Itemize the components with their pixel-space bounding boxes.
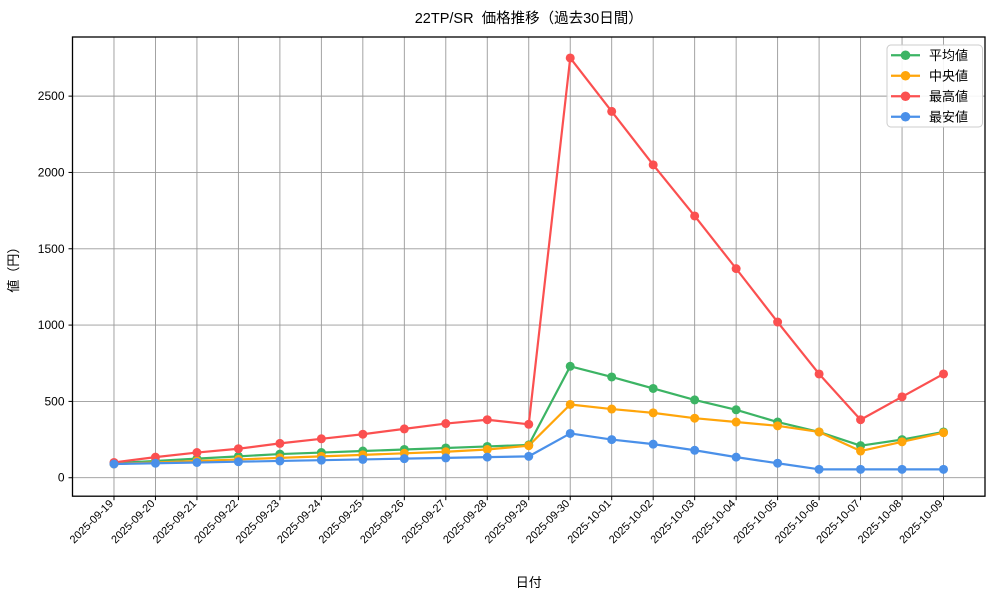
svg-text:0: 0: [58, 471, 65, 485]
svg-text:中央値: 中央値: [929, 68, 968, 83]
svg-text:値（円）: 値（円）: [6, 241, 21, 293]
svg-text:2500: 2500: [38, 89, 65, 103]
svg-text:1000: 1000: [38, 318, 65, 332]
svg-text:最安値: 最安値: [929, 109, 968, 124]
svg-text:平均値: 平均値: [929, 48, 968, 63]
svg-text:1500: 1500: [38, 242, 65, 256]
svg-text:22TP/SR 価格推移（過去30日間）: 22TP/SR 価格推移（過去30日間）: [415, 10, 643, 27]
svg-text:最高値: 最高値: [929, 89, 968, 104]
svg-text:500: 500: [44, 394, 64, 408]
svg-text:日付: 日付: [516, 575, 542, 590]
svg-text:2000: 2000: [38, 165, 65, 179]
